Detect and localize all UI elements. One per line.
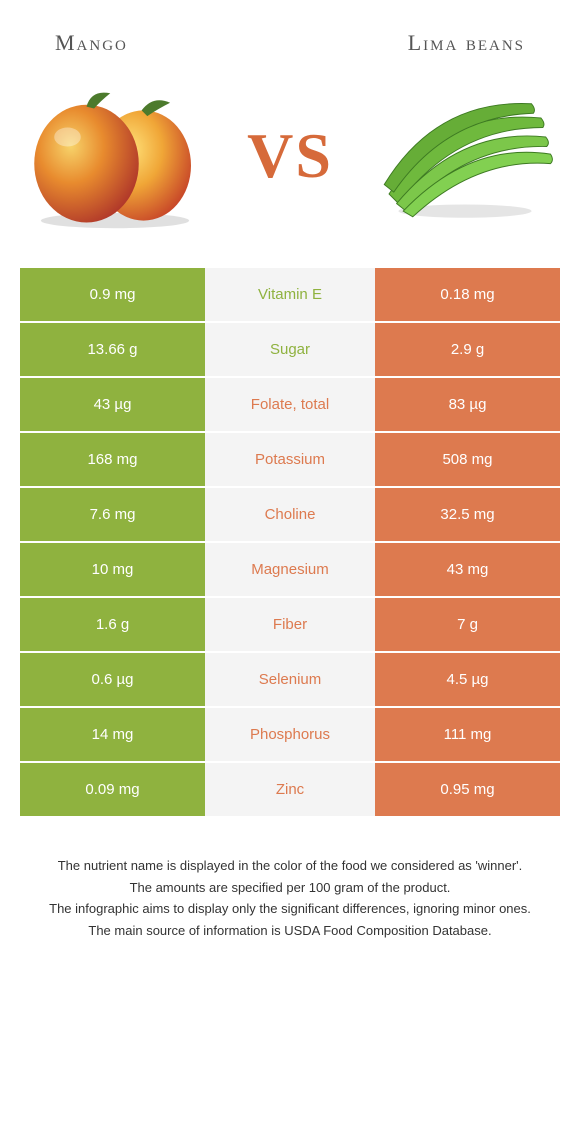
nutrient-name: Phosphorus (205, 708, 375, 761)
table-row: 14 mgPhosphorus111 mg (20, 706, 560, 761)
value-right: 2.9 g (375, 323, 560, 376)
value-left: 13.66 g (20, 323, 205, 376)
value-right: 7 g (375, 598, 560, 651)
hero-row: VS (0, 66, 580, 266)
footnotes: The nutrient name is displayed in the co… (20, 856, 560, 940)
value-left: 168 mg (20, 433, 205, 486)
footnote-line: The amounts are specified per 100 gram o… (20, 878, 560, 898)
value-left: 0.9 mg (20, 268, 205, 321)
mango-image (20, 76, 210, 236)
table-row: 0.6 µgSelenium4.5 µg (20, 651, 560, 706)
table-row: 10 mgMagnesium43 mg (20, 541, 560, 596)
value-right: 0.18 mg (375, 268, 560, 321)
value-right: 4.5 µg (375, 653, 560, 706)
table-row: 168 mgPotassium508 mg (20, 431, 560, 486)
nutrient-name: Vitamin E (205, 268, 375, 321)
table-row: 7.6 mgCholine32.5 mg (20, 486, 560, 541)
food-title-left: Mango (55, 30, 128, 56)
value-right: 111 mg (375, 708, 560, 761)
value-left: 0.6 µg (20, 653, 205, 706)
value-right: 43 mg (375, 543, 560, 596)
footnote-line: The main source of information is USDA F… (20, 921, 560, 941)
table-row: 0.09 mgZinc0.95 mg (20, 761, 560, 816)
nutrient-name: Zinc (205, 763, 375, 816)
header: Mango Lima beans (0, 0, 580, 66)
footnote-line: The infographic aims to display only the… (20, 899, 560, 919)
nutrient-name: Magnesium (205, 543, 375, 596)
nutrient-name: Choline (205, 488, 375, 541)
table-row: 1.6 gFiber7 g (20, 596, 560, 651)
footnote-line: The nutrient name is displayed in the co… (20, 856, 560, 876)
value-left: 1.6 g (20, 598, 205, 651)
nutrient-name: Potassium (205, 433, 375, 486)
table-row: 43 µgFolate, total83 µg (20, 376, 560, 431)
nutrient-name: Sugar (205, 323, 375, 376)
nutrient-name: Folate, total (205, 378, 375, 431)
comparison-table: 0.9 mgVitamin E0.18 mg13.66 gSugar2.9 g4… (20, 266, 560, 816)
value-left: 14 mg (20, 708, 205, 761)
value-left: 10 mg (20, 543, 205, 596)
table-row: 13.66 gSugar2.9 g (20, 321, 560, 376)
table-row: 0.9 mgVitamin E0.18 mg (20, 266, 560, 321)
value-right: 508 mg (375, 433, 560, 486)
value-right: 0.95 mg (375, 763, 560, 816)
lima-beans-image (370, 76, 560, 236)
nutrient-name: Selenium (205, 653, 375, 706)
value-right: 83 µg (375, 378, 560, 431)
value-left: 0.09 mg (20, 763, 205, 816)
value-left: 7.6 mg (20, 488, 205, 541)
value-right: 32.5 mg (375, 488, 560, 541)
value-left: 43 µg (20, 378, 205, 431)
food-title-right: Lima beans (408, 30, 525, 56)
nutrient-name: Fiber (205, 598, 375, 651)
vs-label: VS (247, 119, 333, 193)
